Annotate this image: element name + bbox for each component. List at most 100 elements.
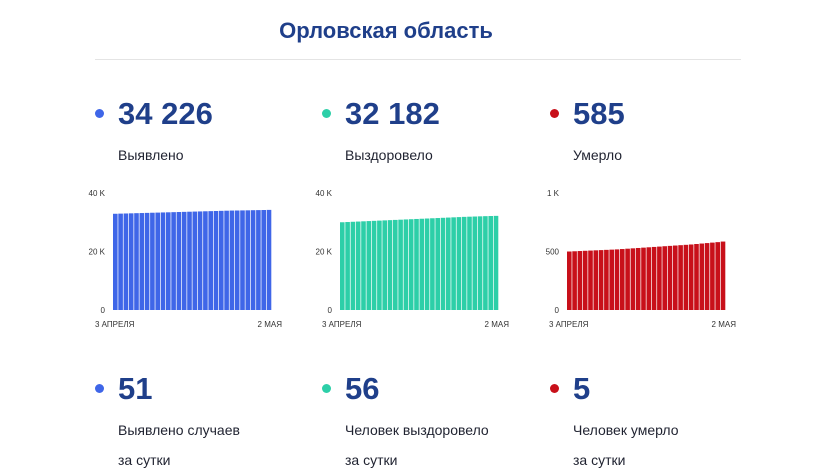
daily-recovered-label-line1: Человек выздоровело: [345, 422, 489, 438]
chart-bar: [371, 220, 377, 310]
chart-bar: [710, 242, 715, 310]
chart-bar: [118, 213, 123, 310]
chart-bar: [419, 218, 425, 310]
y-tick-label: 20 K: [89, 248, 106, 257]
died-value: 585: [573, 96, 625, 131]
chart-bar: [229, 210, 235, 310]
daily-recovered-value: 56: [345, 371, 380, 406]
chart-bar: [197, 211, 203, 310]
chart-bar: [139, 213, 145, 310]
y-tick-label: 0: [328, 306, 333, 315]
chart-bar: [403, 219, 409, 310]
chart-bar: [620, 249, 625, 310]
chart-bar: [657, 246, 662, 310]
daily-detected-label-line2: за сутки: [118, 452, 171, 468]
y-tick-label: 40 K: [316, 189, 333, 198]
daily-detected-value: 51: [118, 371, 153, 406]
detected-chart: 0 20 K 40 K 3 АПРЕЛЯ 2 МАЯ: [89, 189, 283, 329]
chart-bar: [377, 220, 382, 310]
daily-died-label-line2: за сутки: [573, 452, 626, 468]
chart-bar: [614, 249, 620, 310]
chart-bar: [582, 250, 588, 310]
recovered-value: 32 182: [345, 96, 440, 131]
y-tick-label: 20 K: [316, 248, 333, 257]
chart-bar: [134, 213, 139, 310]
chart-bar: [166, 212, 171, 310]
chart-bar: [567, 251, 572, 310]
chart-bar: [572, 251, 577, 310]
recovered-label: Выздоровело: [345, 147, 433, 163]
chart-bar: [123, 213, 129, 310]
y-tick-label: 40 K: [89, 189, 106, 198]
chart-bar: [440, 217, 446, 310]
x-start-label: 3 АПРЕЛЯ: [322, 320, 362, 329]
chart-bar: [398, 219, 403, 310]
daily-detected-dot: [95, 384, 104, 393]
chart-bar: [171, 212, 176, 310]
detected-value: 34 226: [118, 96, 213, 131]
chart-bar: [435, 218, 440, 310]
chart-bar: [678, 245, 683, 310]
chart-bar: [224, 210, 229, 310]
x-end-label: 2 МАЯ: [712, 320, 737, 329]
chart-bar: [340, 222, 345, 310]
chart-bar: [113, 213, 118, 310]
recovered-dot: [322, 109, 331, 118]
chart-bar: [461, 216, 467, 310]
chart-bar: [192, 211, 198, 310]
chart-bar: [651, 246, 657, 310]
chart-bar: [203, 211, 208, 310]
chart-bar: [456, 217, 462, 310]
chart-bar: [488, 216, 493, 310]
chart-bar: [181, 211, 187, 310]
chart-bar: [593, 250, 599, 310]
chart-bar: [446, 217, 451, 310]
daily-died-value: 5: [573, 371, 591, 406]
died-chart: 0 500 1 K 3 АПРЕЛЯ 2 МАЯ: [546, 189, 737, 329]
chart-bar: [467, 216, 472, 310]
x-start-label: 3 АПРЕЛЯ: [95, 320, 135, 329]
chart-bar: [408, 219, 414, 310]
chart-bar: [382, 220, 387, 310]
chart-bar: [176, 212, 182, 310]
chart-bar: [424, 218, 430, 310]
chart-bar: [609, 249, 614, 310]
daily-recovered-label-line2: за сутки: [345, 452, 398, 468]
detected-dot: [95, 109, 104, 118]
chart-bar: [662, 246, 667, 310]
died-dot: [550, 109, 559, 118]
y-tick-label: 500: [546, 248, 560, 257]
chart-bar: [266, 209, 272, 310]
died-label: Умерло: [573, 147, 623, 163]
x-start-label: 3 АПРЕЛЯ: [549, 320, 589, 329]
chart-bar: [625, 248, 630, 310]
y-tick-label: 0: [101, 306, 106, 315]
page-title: Орловская область: [279, 18, 493, 43]
chart-bar: [472, 216, 478, 310]
chart-bar: [430, 218, 435, 310]
chart-bar: [704, 243, 710, 310]
chart-bar: [598, 250, 604, 310]
chart-bar: [720, 241, 726, 310]
chart-bar: [641, 247, 646, 310]
chart-bar: [483, 216, 488, 310]
chart-bar: [635, 247, 641, 310]
daily-died-dot: [550, 384, 559, 393]
chart-bar: [261, 210, 266, 310]
chart-bar: [234, 210, 240, 310]
chart-bar: [187, 211, 192, 310]
chart-bar: [256, 210, 261, 310]
chart-bar: [250, 210, 256, 310]
chart-bar: [694, 244, 699, 310]
y-tick-label: 0: [555, 306, 560, 315]
chart-bar: [355, 221, 361, 310]
chart-bar: [451, 217, 456, 310]
x-end-label: 2 МАЯ: [258, 320, 283, 329]
chart-bar: [361, 221, 366, 310]
chart-bar: [577, 251, 583, 310]
chart-bar: [150, 212, 155, 310]
chart-bar: [688, 244, 694, 310]
daily-detected-label-line1: Выявлено случаев: [118, 422, 240, 438]
chart-bar: [646, 247, 652, 310]
detected-label: Выявлено: [118, 147, 184, 163]
